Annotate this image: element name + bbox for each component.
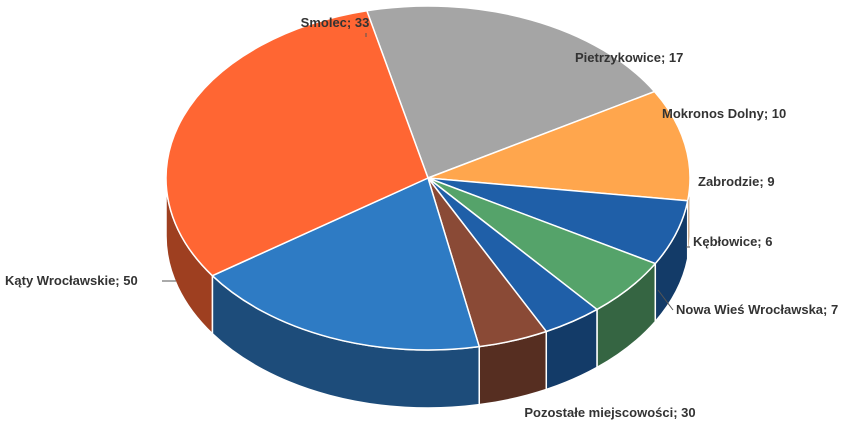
slice-pietrzykowice xyxy=(427,90,691,202)
label-pietrzykowice: Pietrzykowice; 17 xyxy=(575,50,683,65)
slice-katy-wroclawskie xyxy=(165,10,429,277)
leader-nowa-wies-wroclawska xyxy=(657,289,674,311)
slice-labels: Smolec; 33 Pietrzykowice; 17 Mokronos Doln… xyxy=(5,15,838,420)
slice-smolec xyxy=(366,5,656,179)
label-zabrodzie: Zabrodzie; 9 xyxy=(698,174,775,189)
label-keblowice: Kębłowice; 6 xyxy=(693,234,772,249)
label-mokronos-dolny: Mokronos Dolny; 10 xyxy=(662,106,786,121)
label-smolec: Smolec; 33 xyxy=(301,15,370,30)
label-pozostale-miejscowosci: Pozostałe miejscowości; 30 xyxy=(524,405,695,420)
pie-slices xyxy=(165,5,691,351)
label-nowa-wies-wroclawska: Nowa Wieś Wrocławska; 7 xyxy=(676,302,838,317)
label-katy-wroclawskie: Kąty Wrocławskie; 50 xyxy=(5,273,138,288)
leader-lines xyxy=(162,33,690,311)
slice-pozostale-miejscowosci xyxy=(211,177,480,351)
